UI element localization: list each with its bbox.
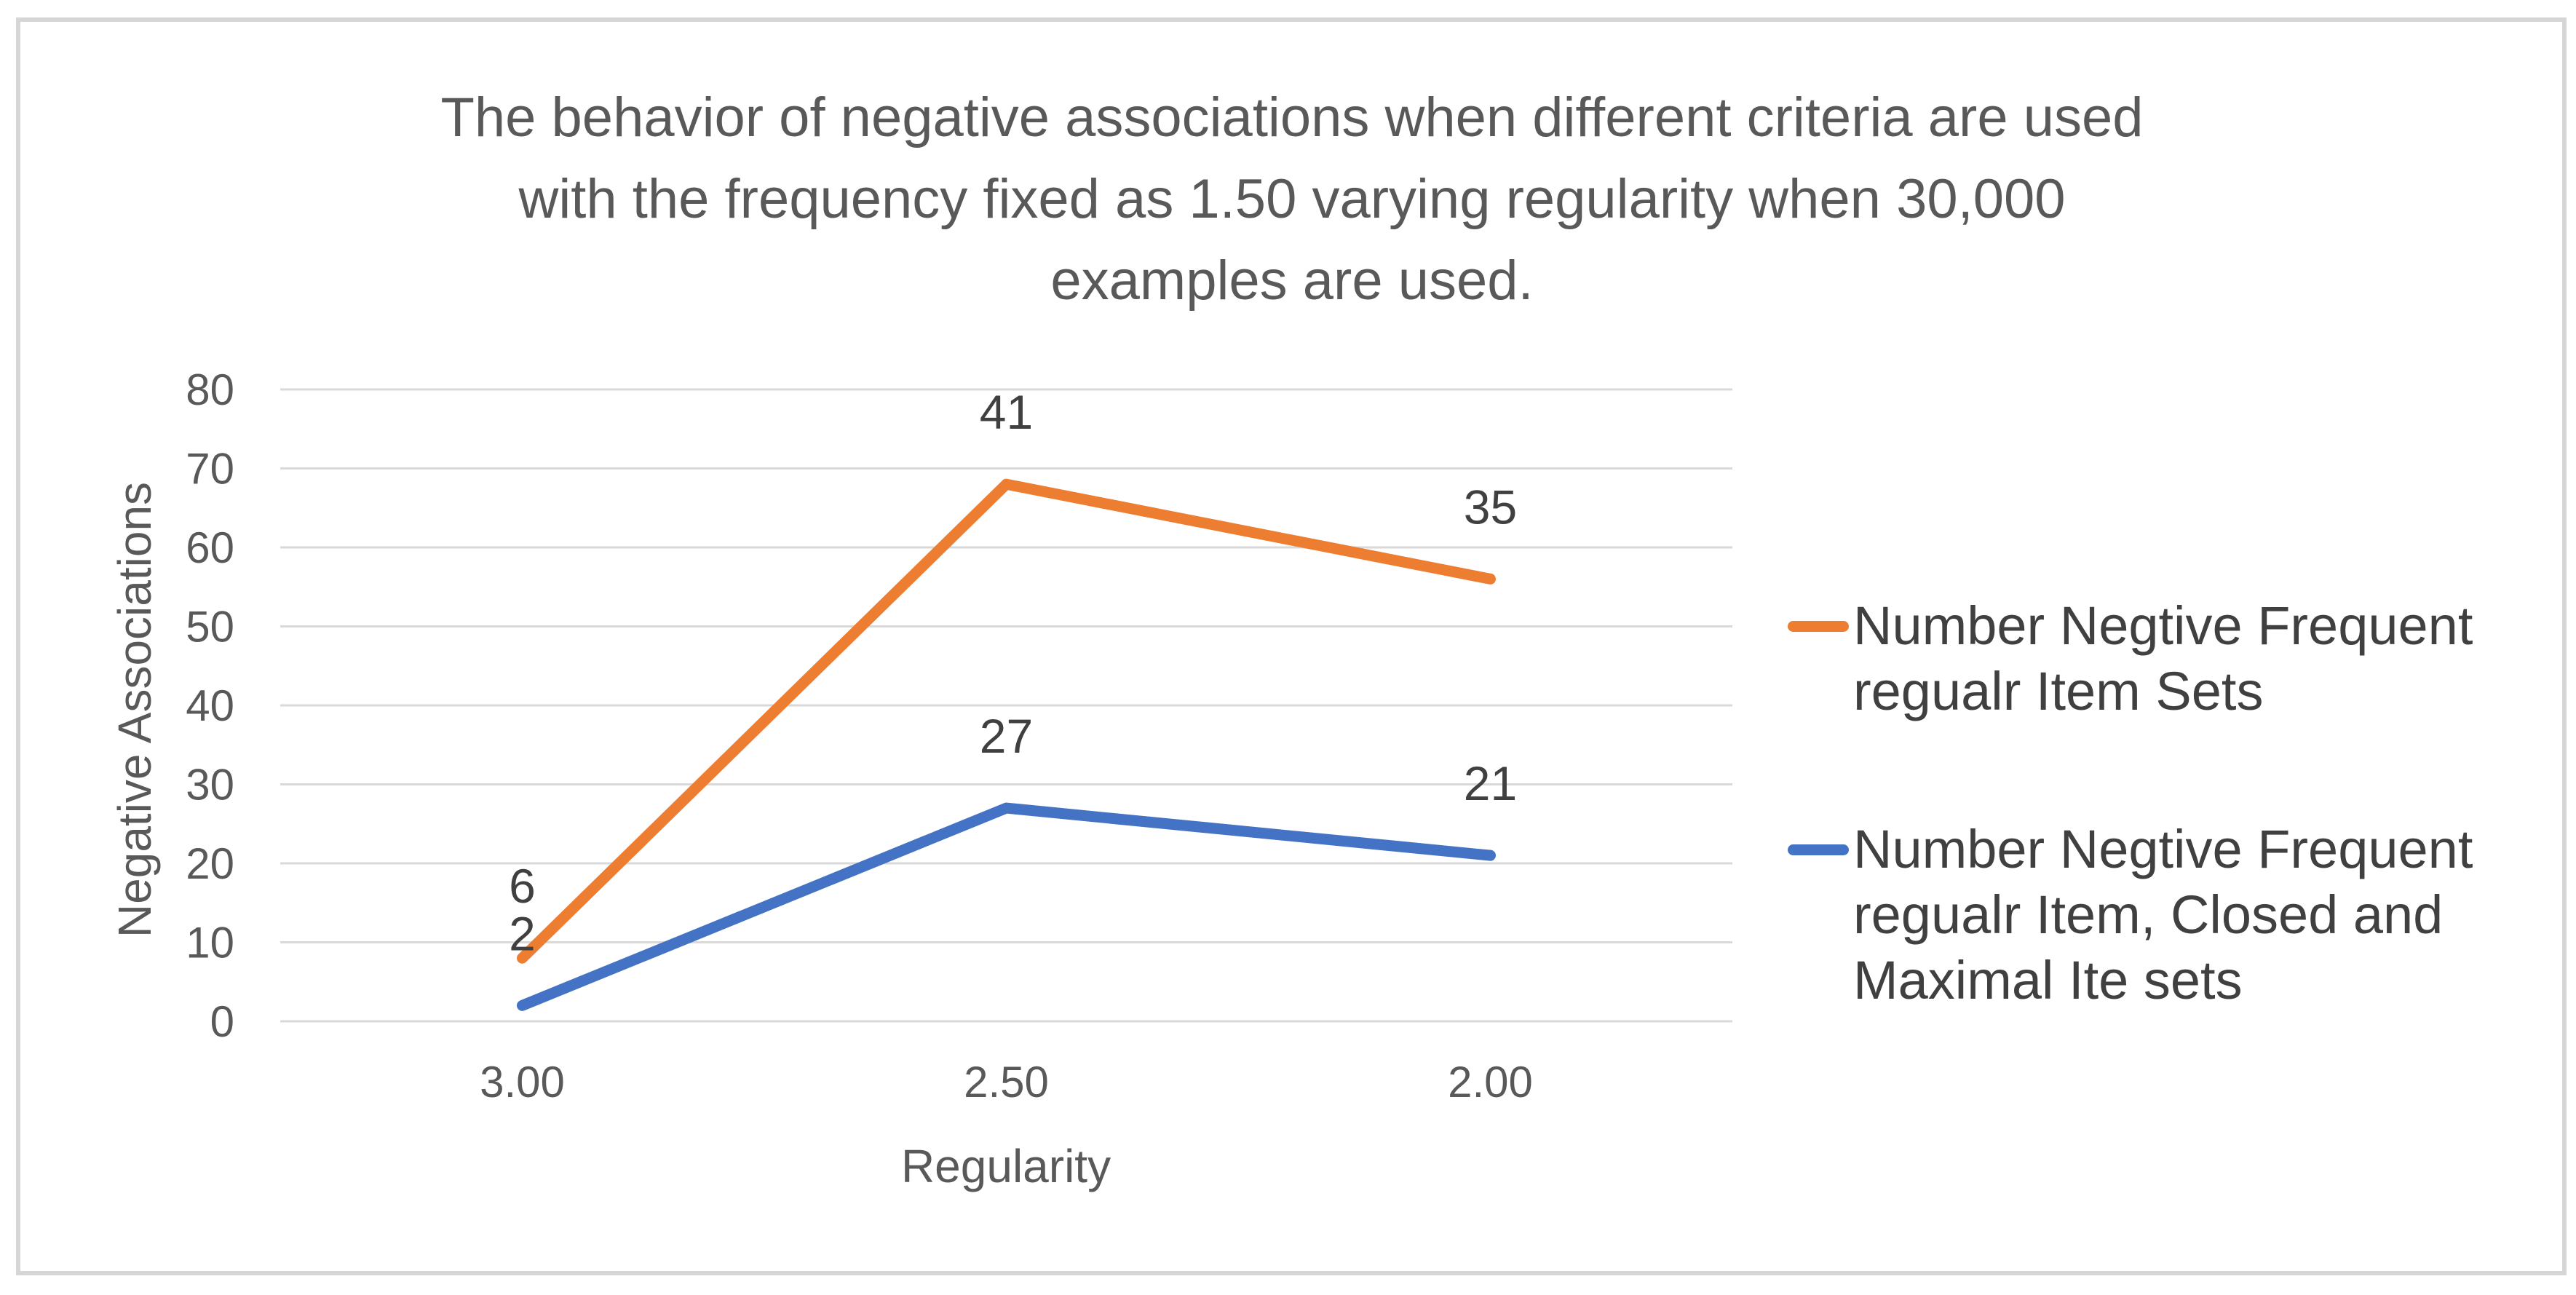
data-label: 41 (980, 385, 1033, 439)
x-axis-title: Regularity (900, 1140, 1111, 1192)
legend-entry-frequent-item-sets: Number Negtive Frequent regualr Item Set… (1788, 593, 2556, 724)
legend-entry-closed-maximal-item-sets: Number Negtive Frequent regualr Item, Cl… (1788, 817, 2556, 1013)
y-axis-tick-label: 40 (186, 681, 234, 730)
chart-title-line-1: The behavior of negative associations wh… (440, 87, 2144, 148)
y-axis-tick-label: 70 (186, 445, 234, 494)
chart-border-frame (16, 17, 2567, 1275)
data-label: 2 (509, 906, 536, 960)
legend-label: Number Negtive Frequent regualr Item, Cl… (1853, 819, 2473, 1010)
chart-title-line-3: examples are used. (1050, 250, 1534, 312)
legend-line-swatch-orange (1788, 621, 1849, 632)
y-axis-tick-label: 30 (186, 761, 234, 809)
chart-title: The behavior of negative associations wh… (288, 77, 2296, 322)
series-line (517, 802, 1496, 1011)
chart-title-line-2: with the frequency fixed as 1.50 varying… (518, 168, 2066, 230)
data-label: 27 (980, 709, 1033, 763)
series-line (517, 478, 1496, 964)
x-axis-category-label: 2.50 (964, 1058, 1049, 1106)
x-axis-category-label: 2.00 (1448, 1058, 1533, 1106)
y-axis-tick-label: 60 (186, 523, 234, 572)
y-axis-tick-label: 20 (186, 839, 234, 888)
legend-label: Number Negtive Frequent regualr Item Set… (1853, 595, 2473, 721)
data-label: 6 (509, 859, 536, 913)
data-label: 21 (1464, 756, 1517, 810)
data-label: 35 (1464, 480, 1517, 534)
y-axis-tick-label: 80 (186, 365, 234, 414)
y-axis-tick-label: 0 (210, 997, 234, 1046)
legend-line-swatch-blue (1788, 844, 1849, 855)
y-axis-tick-label: 10 (186, 919, 234, 967)
y-axis-tick-label: 50 (186, 603, 234, 652)
x-axis-category-label: 3.00 (480, 1058, 565, 1106)
